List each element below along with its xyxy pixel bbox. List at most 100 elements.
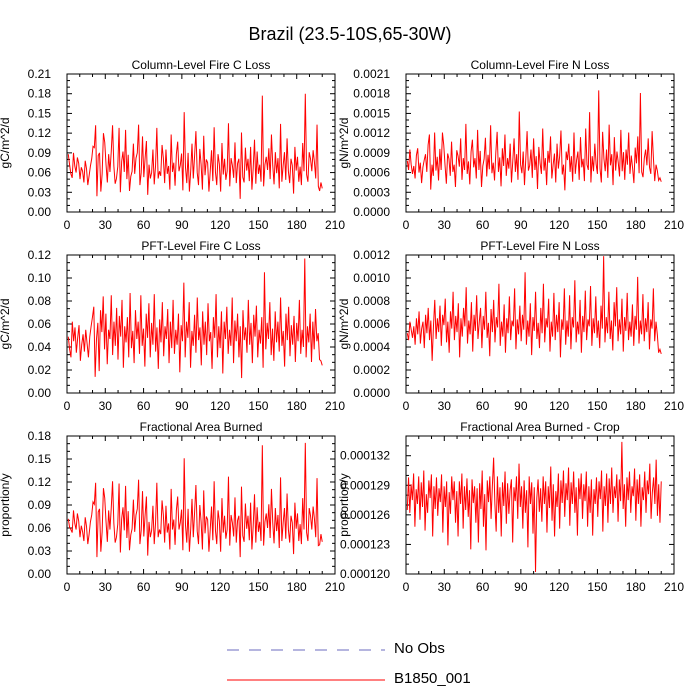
plot-frame xyxy=(405,73,675,213)
x-tick-label: 30 xyxy=(99,580,113,594)
x-tick-label: 150 xyxy=(248,580,268,594)
x-tick-label: 60 xyxy=(137,580,151,594)
chart-title: Fractional Area Burned - Crop xyxy=(460,420,620,434)
x-tick-label: 150 xyxy=(248,399,268,413)
y-tick-label: 0.10 xyxy=(28,271,52,285)
x-tick-label: 60 xyxy=(137,399,151,413)
y-tick-label: 0.12 xyxy=(28,248,52,262)
x-tick-label: 0 xyxy=(403,399,410,413)
x-tick-label: 90 xyxy=(514,580,528,594)
y-tick-label: 0.00 xyxy=(28,386,52,400)
series-line-b1850-001 xyxy=(67,442,323,558)
x-tick-label: 210 xyxy=(325,399,345,413)
x-tick-label: 60 xyxy=(137,218,151,232)
x-tick-label: 30 xyxy=(438,218,452,232)
x-tick-label: 120 xyxy=(210,580,230,594)
y-tick-label: 0.09 xyxy=(28,498,52,512)
chart-title: PFT-Level Fire N Loss xyxy=(480,239,599,253)
x-tick-label: 60 xyxy=(476,399,490,413)
y-axis-label: gN/m^2/d xyxy=(337,299,351,350)
series-line-b1850-001 xyxy=(67,258,323,379)
chart-panel-2: 0 30 60 90 120 150 180 210 0.0000 0.0003 0.0006 0.0… xyxy=(337,58,684,232)
y-tick-label: 0.04 xyxy=(28,340,52,354)
y-tick-label: 0.0012 xyxy=(353,126,390,140)
y-axis-label: proportion/y xyxy=(0,473,12,536)
y-tick-label: 0.0002 xyxy=(353,363,390,377)
y-tick-label: 0.0012 xyxy=(353,248,390,262)
y-tick-label: 0.08 xyxy=(28,294,52,308)
y-axis-label: gC/m^2/d xyxy=(0,118,12,169)
y-tick-label: 0.03 xyxy=(28,544,52,558)
x-tick-label: 90 xyxy=(175,218,189,232)
y-tick-label: 0.0018 xyxy=(353,87,390,101)
y-tick-label: 0.18 xyxy=(28,429,52,443)
x-tick-label: 180 xyxy=(287,218,307,232)
x-tick-label: 150 xyxy=(587,580,607,594)
x-tick-label: 30 xyxy=(438,399,452,413)
y-tick-label: 0.00 xyxy=(28,205,52,219)
x-tick-label: 90 xyxy=(514,218,528,232)
figure-title: Brazil (23.5-10S,65-30W) xyxy=(248,24,452,44)
x-tick-label: 30 xyxy=(99,399,113,413)
x-tick-label: 120 xyxy=(549,399,569,413)
x-tick-label: 180 xyxy=(287,399,307,413)
x-tick-label: 0 xyxy=(403,218,410,232)
x-tick-label: 180 xyxy=(626,580,646,594)
y-tick-label: 0.15 xyxy=(28,452,52,466)
chart-title: Column-Level Fire N Loss xyxy=(471,58,610,72)
x-tick-label: 210 xyxy=(325,580,345,594)
x-tick-label: 0 xyxy=(64,580,71,594)
x-tick-label: 120 xyxy=(549,580,569,594)
chart-title: PFT-Level Fire C Loss xyxy=(141,239,260,253)
y-tick-label: 0.00 xyxy=(28,567,52,581)
chart-panel-6: 0 30 60 90 120 150 180 210 0.000120 0.000123 0.000… xyxy=(337,420,684,594)
x-tick-label: 90 xyxy=(514,399,528,413)
y-tick-label: 0.000126 xyxy=(340,508,390,522)
y-tick-label: 0.000132 xyxy=(340,449,390,463)
y-tick-label: 0.000129 xyxy=(340,478,390,492)
x-tick-label: 210 xyxy=(664,580,684,594)
chart-panel-5: 0 30 60 90 120 150 180 210 0.00 0.03 0.06 0.09 0.12 0… xyxy=(0,420,345,594)
y-tick-label: 0.06 xyxy=(28,521,52,535)
x-tick-label: 150 xyxy=(248,218,268,232)
series-line-b1850-001 xyxy=(406,90,662,191)
y-tick-label: 0.0006 xyxy=(353,166,390,180)
plot-frame xyxy=(66,254,336,394)
x-tick-label: 180 xyxy=(626,399,646,413)
x-tick-label: 210 xyxy=(664,218,684,232)
y-tick-label: 0.000123 xyxy=(340,537,390,551)
y-tick-label: 0.06 xyxy=(28,317,52,331)
x-tick-label: 60 xyxy=(476,218,490,232)
series-line-b1850-001 xyxy=(406,256,662,361)
y-tick-label: 0.12 xyxy=(28,126,52,140)
y-tick-label: 0.0015 xyxy=(353,106,390,120)
chart-panel-4: 0 30 60 90 120 150 180 210 0.0000 0.0002 0.0004 0.0… xyxy=(337,239,684,413)
y-tick-label: 0.03 xyxy=(28,185,52,199)
y-tick-label: 0.15 xyxy=(28,106,52,120)
y-tick-label: 0.06 xyxy=(28,166,52,180)
x-tick-label: 150 xyxy=(587,399,607,413)
y-tick-label: 0.0003 xyxy=(353,185,390,199)
x-tick-label: 150 xyxy=(587,218,607,232)
y-tick-label: 0.18 xyxy=(28,87,52,101)
chart-title: Column-Level Fire C Loss xyxy=(132,58,271,72)
y-axis-label: proportion/y xyxy=(337,473,351,536)
chart-title: Fractional Area Burned xyxy=(140,420,263,434)
x-tick-label: 180 xyxy=(626,218,646,232)
y-tick-label: 0.000120 xyxy=(340,567,390,581)
y-tick-label: 0.0000 xyxy=(353,386,390,400)
x-tick-label: 210 xyxy=(664,399,684,413)
x-tick-label: 180 xyxy=(287,580,307,594)
y-tick-label: 0.09 xyxy=(28,146,52,160)
y-axis-label: gC/m^2/d xyxy=(0,299,12,350)
x-tick-label: 0 xyxy=(64,399,71,413)
y-tick-label: 0.12 xyxy=(28,475,52,489)
x-tick-label: 210 xyxy=(325,218,345,232)
y-tick-label: 0.0000 xyxy=(353,205,390,219)
series-line-b1850-001 xyxy=(406,441,662,573)
y-tick-label: 0.0010 xyxy=(353,271,390,285)
series-line-b1850-001 xyxy=(67,93,323,199)
y-tick-label: 0.0004 xyxy=(353,340,390,354)
y-axis-label: gN/m^2/d xyxy=(337,118,351,169)
